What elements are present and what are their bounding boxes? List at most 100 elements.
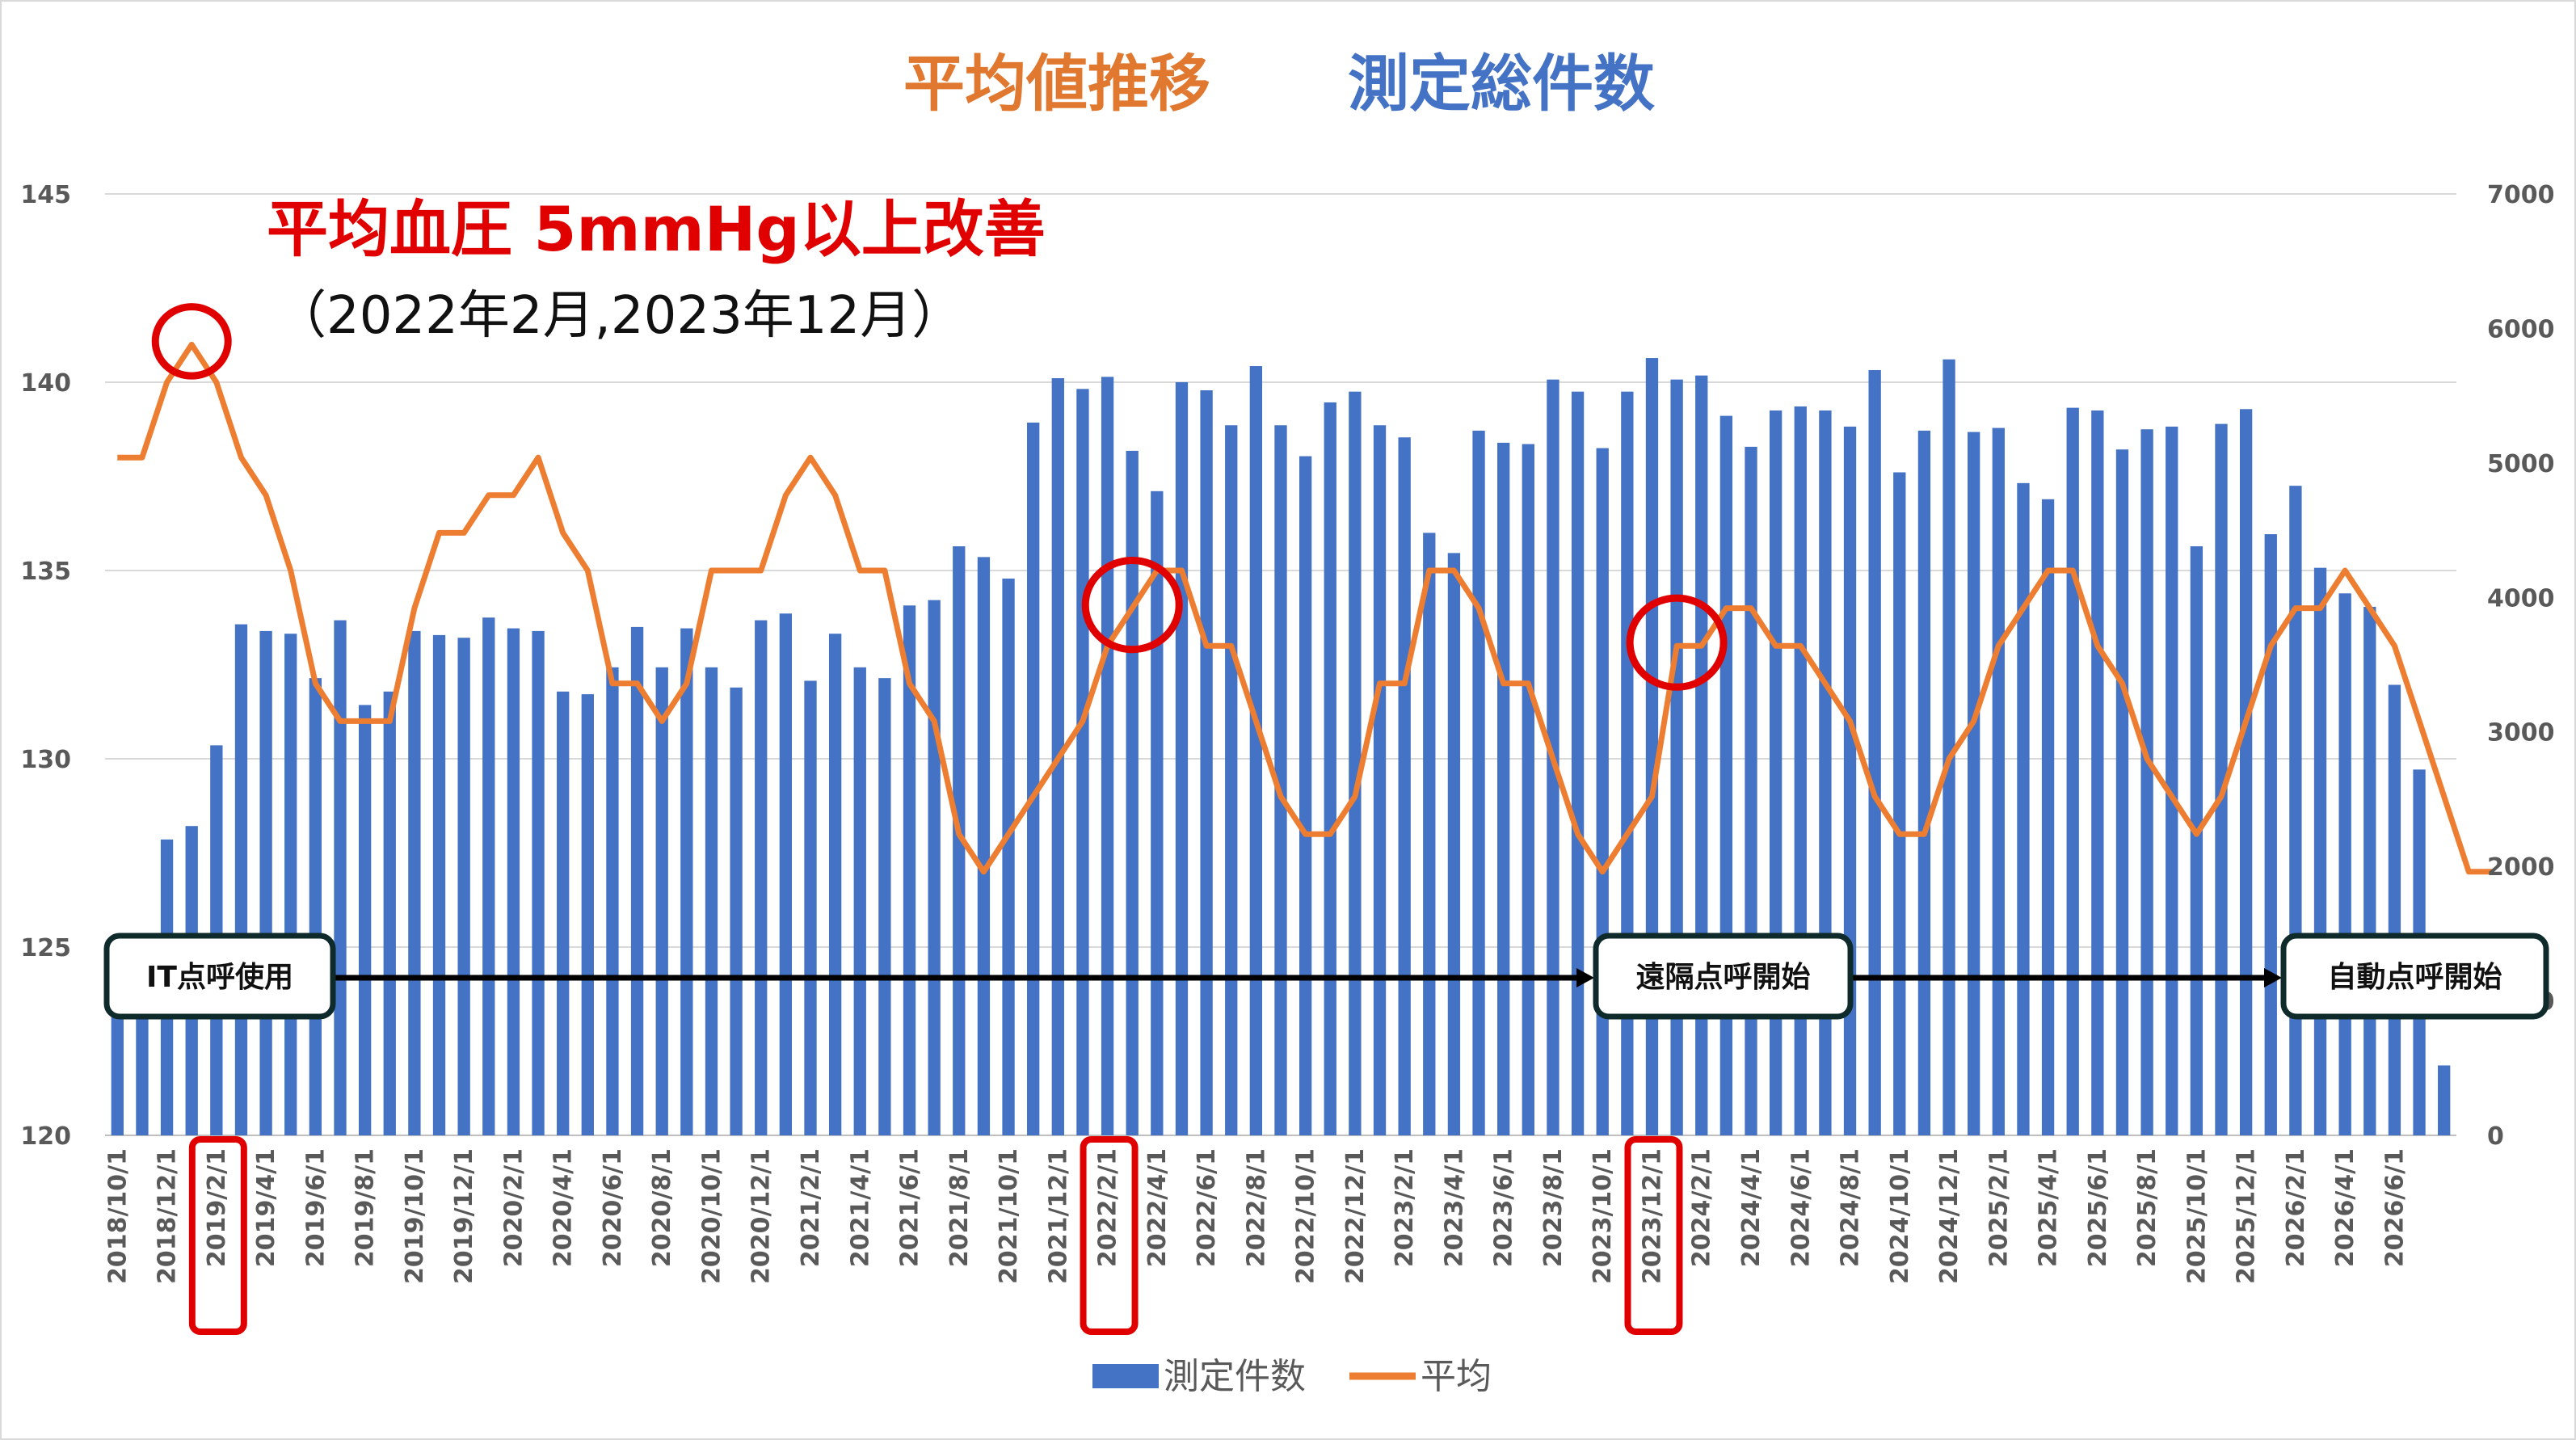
bar — [1695, 375, 1708, 1135]
bar — [1175, 382, 1189, 1135]
bar — [755, 620, 768, 1135]
bar — [928, 600, 941, 1135]
y-right-tick-label: 3000 — [2487, 719, 2555, 747]
bar — [1968, 432, 1980, 1135]
x-tick-label: 2022/2/1 — [1094, 1148, 1122, 1267]
phase-label: 自動点呼開始 — [2327, 961, 2502, 994]
bar — [1497, 442, 1510, 1135]
bar — [1447, 553, 1461, 1135]
bar — [1621, 391, 1634, 1135]
x-tick-label: 2025/10/1 — [2182, 1148, 2211, 1284]
x-tick-label: 2021/6/1 — [896, 1148, 924, 1267]
bar — [408, 630, 421, 1135]
x-tick-label: 2026/2/1 — [2282, 1148, 2310, 1267]
y-left-tick-label: 120 — [20, 1122, 71, 1151]
x-tick-label: 2023/12/1 — [1638, 1148, 1666, 1284]
bar — [1349, 391, 1362, 1135]
bar — [1324, 402, 1336, 1135]
bar — [507, 628, 520, 1135]
y-right-tick-label: 4000 — [2487, 584, 2555, 613]
bar — [730, 687, 743, 1135]
y-right-tick-label: 0 — [2487, 1122, 2504, 1151]
axes: 1201251301351401450100020003000400050006… — [20, 181, 2554, 1284]
bar — [2115, 449, 2129, 1135]
bar — [1992, 427, 2005, 1135]
overlays: IT点呼使用 遠隔点呼開始 自動点呼開始 — [103, 303, 2549, 1335]
x-tick-label: 2024/4/1 — [1737, 1148, 1766, 1267]
bar — [383, 691, 396, 1135]
bar — [680, 628, 693, 1135]
x-tick-label: 2020/10/1 — [697, 1148, 726, 1284]
bar — [334, 620, 347, 1135]
x-tick-label: 2023/6/1 — [1490, 1148, 1518, 1267]
x-tick-label: 2025/6/1 — [2084, 1148, 2112, 1267]
bar — [1522, 444, 1534, 1135]
x-tick-label: 2022/10/1 — [1292, 1148, 1320, 1284]
legend-bar-label: 測定件数 — [1164, 1356, 1306, 1397]
bar — [1423, 533, 1436, 1135]
bar — [1101, 377, 1114, 1135]
highlight-circle — [1626, 594, 1728, 691]
bar — [457, 638, 470, 1135]
phase-arrow-head — [1576, 968, 1594, 987]
phase-label: 遠隔点呼開始 — [1635, 961, 1810, 994]
chart-title-average: 平均値推移 — [903, 48, 1210, 120]
bar — [581, 694, 594, 1135]
bar — [2338, 593, 2351, 1135]
y-right-tick-label: 6000 — [2487, 315, 2555, 343]
bar — [309, 678, 322, 1135]
x-tick-label: 2019/4/1 — [252, 1148, 280, 1267]
bar — [284, 634, 297, 1135]
bar — [1596, 448, 1609, 1135]
x-tick-label: 2021/4/1 — [846, 1148, 874, 1267]
bar — [1002, 578, 1015, 1135]
bar — [1794, 406, 1807, 1135]
y-left-tick-label: 135 — [20, 558, 71, 586]
y-left-tick-label: 140 — [20, 369, 71, 398]
average-line — [117, 341, 2494, 875]
bar — [2140, 429, 2153, 1135]
bar — [903, 605, 916, 1135]
bar — [1719, 415, 1733, 1135]
bar — [1249, 366, 1263, 1135]
x-tick-label: 2024/10/1 — [1886, 1148, 1914, 1284]
x-tick-label: 2024/12/1 — [1935, 1148, 1964, 1284]
highlight-tick-box — [188, 1136, 247, 1335]
x-tick-label: 2026/4/1 — [2331, 1148, 2359, 1267]
bar — [2041, 499, 2055, 1135]
bar — [2363, 606, 2376, 1135]
chart-title-count: 測定総件数 — [1348, 48, 1655, 120]
x-tick-label: 2022/6/1 — [1193, 1148, 1221, 1267]
bar — [1819, 410, 1832, 1135]
x-tick-label: 2019/8/1 — [351, 1148, 380, 1267]
bar — [2289, 486, 2302, 1135]
x-tick-label: 2023/8/1 — [1539, 1148, 1568, 1267]
bar — [1398, 437, 1411, 1135]
legend-line-label: 平均 — [1421, 1356, 1492, 1397]
bar — [779, 613, 793, 1135]
legend-bar-swatch — [1092, 1364, 1159, 1388]
x-tick-label: 2021/8/1 — [945, 1148, 974, 1267]
line-series — [117, 341, 2494, 875]
bar — [1274, 425, 1287, 1135]
bar — [2438, 1065, 2451, 1135]
bar — [1769, 410, 1783, 1135]
bar — [1670, 379, 1683, 1136]
x-tick-label: 2021/12/1 — [1044, 1148, 1072, 1284]
bar — [1472, 430, 1485, 1135]
bar — [1571, 391, 1585, 1135]
y-right-tick-label: 5000 — [2487, 450, 2555, 478]
phase-box — [103, 933, 336, 1020]
bar — [1917, 430, 1931, 1135]
x-tick-label: 2023/10/1 — [1589, 1148, 1617, 1284]
bar — [828, 634, 842, 1135]
x-tick-label: 2025/4/1 — [2035, 1148, 2063, 1267]
annotation-main: 平均血圧 5mmHg以上改善 — [267, 193, 1046, 265]
bar — [358, 705, 372, 1135]
bar — [2166, 426, 2178, 1135]
x-tick-label: 2022/8/1 — [1242, 1148, 1270, 1267]
x-tick-label: 2021/2/1 — [797, 1148, 825, 1267]
y-left-tick-label: 125 — [20, 934, 71, 962]
x-tick-label: 2020/6/1 — [599, 1148, 627, 1267]
